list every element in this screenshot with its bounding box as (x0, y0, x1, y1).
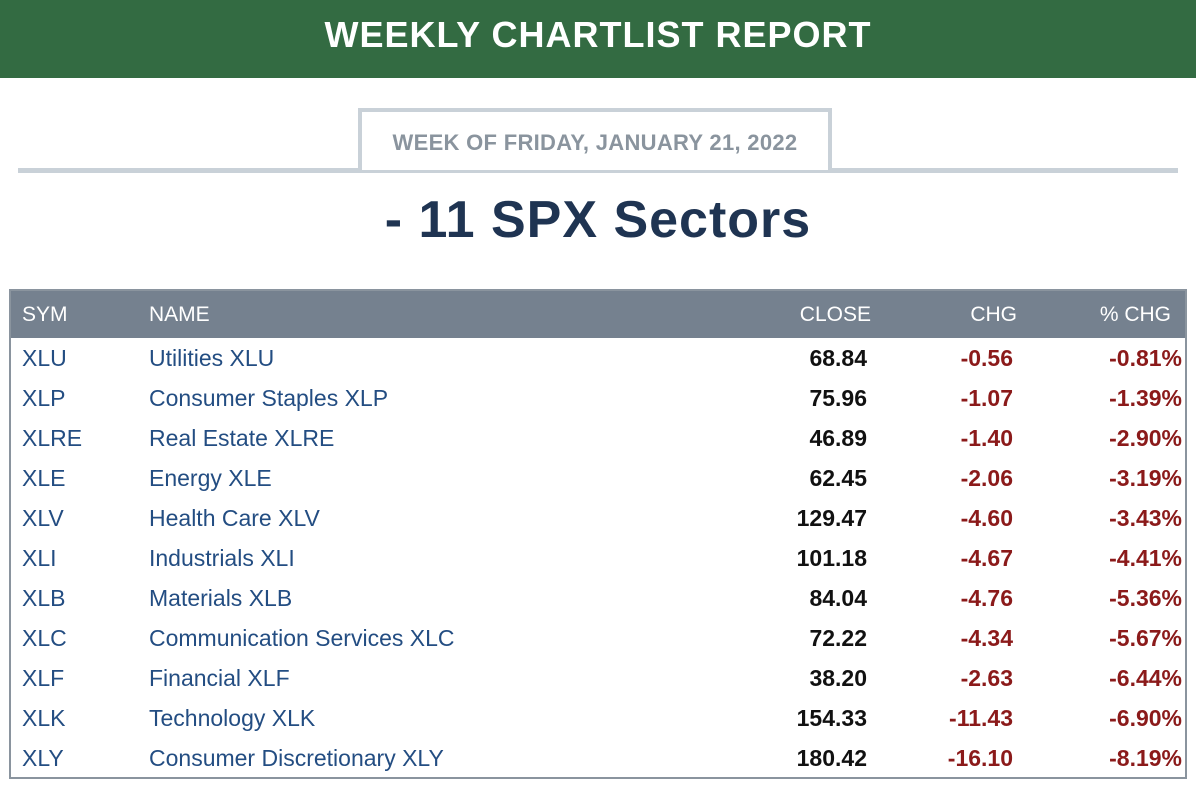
sym-cell[interactable]: XLE (22, 465, 66, 491)
sym-cell[interactable]: XLK (22, 705, 66, 731)
column-header-close[interactable]: CLOSE (799, 303, 871, 326)
sym-cell[interactable]: XLV (22, 505, 64, 531)
sym-cell[interactable]: XLP (22, 385, 66, 411)
name-cell[interactable]: Energy XLE (149, 465, 272, 491)
close-cell: 68.84 (809, 345, 867, 371)
table-body: XLU Utilities XLU 68.84 -0.56 -0.81% XLP Consu… (11, 338, 1185, 778)
chg-cell: -4.60 (960, 505, 1013, 531)
sym-cell[interactable]: XLF (22, 665, 65, 691)
name-cell[interactable]: Financial XLF (149, 665, 290, 691)
table-row: XLK Technology XLK 154.33 -11.43 -6.90% (11, 698, 1185, 738)
close-cell: 129.47 (796, 505, 867, 531)
table-row: XLB Materials XLB 84.04 -4.76 -5.36% (11, 578, 1185, 618)
chg-cell: -11.43 (949, 705, 1013, 731)
week-label: WEEK OF FRIDAY, JANUARY 21, 2022 (392, 130, 798, 155)
close-cell: 154.33 (796, 705, 867, 731)
sym-cell[interactable]: XLRE (22, 425, 83, 451)
pct-chg-cell: -3.19% (1109, 465, 1182, 491)
name-cell[interactable]: Health Care XLV (149, 505, 320, 531)
close-cell: 180.42 (796, 745, 867, 771)
pct-chg-cell: -2.90% (1109, 425, 1182, 451)
name-cell[interactable]: Technology XLK (149, 705, 316, 731)
table-row: XLC Communication Services XLC 72.22 -4.34 -… (11, 618, 1185, 658)
chg-cell: -1.07 (960, 385, 1013, 411)
chg-cell: -4.67 (960, 545, 1013, 571)
pct-chg-cell: -3.43% (1109, 505, 1182, 531)
sectors-table: SYM NAME CLOSE CHG % CHG XLU Utilities XL… (9, 289, 1187, 779)
name-cell[interactable]: Utilities XLU (149, 345, 275, 371)
pct-chg-cell: -6.90% (1109, 705, 1182, 731)
name-cell[interactable]: Materials XLB (149, 585, 293, 611)
sym-cell[interactable]: XLU (22, 345, 67, 371)
pct-chg-cell: -8.19% (1109, 745, 1182, 771)
chg-cell: -4.76 (960, 585, 1013, 611)
close-cell: 38.20 (809, 665, 867, 691)
pct-chg-cell: -1.39% (1109, 385, 1182, 411)
sym-cell[interactable]: XLC (22, 625, 67, 651)
name-cell[interactable]: Communication Services XLC (149, 625, 455, 651)
report-title: WEEKLY CHARTLIST REPORT (324, 14, 872, 55)
table-row: XLI Industrials XLI 101.18 -4.67 -4.41% (11, 538, 1185, 578)
chg-cell: -2.06 (960, 465, 1013, 491)
pct-chg-cell: -6.44% (1109, 665, 1182, 691)
pct-chg-cell: -0.81% (1109, 345, 1182, 371)
column-header-name[interactable]: NAME (149, 303, 210, 326)
sym-cell[interactable]: XLY (22, 745, 64, 771)
table-row: XLY Consumer Discretionary XLY 180.42 -16.1… (11, 738, 1185, 778)
table-header: SYM NAME CLOSE CHG % CHG (11, 291, 1185, 338)
table-row: XLRE Real Estate XLRE 46.89 -1.40 -2.90% (11, 418, 1185, 458)
pct-chg-cell: -5.67% (1109, 625, 1182, 651)
name-cell[interactable]: Consumer Staples XLP (149, 385, 389, 411)
table-row: XLU Utilities XLU 68.84 -0.56 -0.81% (11, 338, 1185, 378)
table-row: XLE Energy XLE 62.45 -2.06 -3.19% (11, 458, 1185, 498)
name-cell[interactable]: Industrials XLI (149, 545, 295, 571)
chg-cell: -2.63 (960, 665, 1013, 691)
table-row: XLP Consumer Staples XLP 75.96 -1.07 -1.39% (11, 378, 1185, 418)
close-cell: 84.04 (809, 585, 867, 611)
column-header-pct-chg[interactable]: % CHG (1099, 303, 1171, 326)
close-cell: 101.18 (796, 545, 867, 571)
week-box: WEEK OF FRIDAY, JANUARY 21, 2022 (358, 108, 832, 170)
pct-chg-cell: -4.41% (1109, 545, 1182, 571)
sym-cell[interactable]: XLB (22, 585, 66, 611)
close-cell: 75.96 (809, 385, 867, 411)
chg-cell: -16.10 (947, 745, 1013, 771)
pct-chg-cell: -5.36% (1109, 585, 1182, 611)
table-row: XLF Financial XLF 38.20 -2.63 -6.44% (11, 658, 1185, 698)
close-cell: 72.22 (809, 625, 867, 651)
column-header-chg[interactable]: CHG (970, 303, 1017, 326)
close-cell: 46.89 (809, 425, 867, 451)
chg-cell: -4.34 (960, 625, 1013, 651)
column-header-sym[interactable]: SYM (22, 303, 68, 326)
report-banner: WEEKLY CHARTLIST REPORT (0, 0, 1196, 78)
close-cell: 62.45 (809, 465, 867, 491)
page-title: - 11 SPX Sectors (384, 191, 812, 249)
sym-cell[interactable]: XLI (22, 545, 57, 571)
name-cell[interactable]: Consumer Discretionary XLY (149, 745, 444, 771)
table-row: XLV Health Care XLV 129.47 -4.60 -3.43% (11, 498, 1185, 538)
week-divider (18, 168, 1178, 173)
chg-cell: -0.56 (960, 345, 1013, 371)
name-cell[interactable]: Real Estate XLRE (149, 425, 335, 451)
chg-cell: -1.40 (960, 425, 1013, 451)
